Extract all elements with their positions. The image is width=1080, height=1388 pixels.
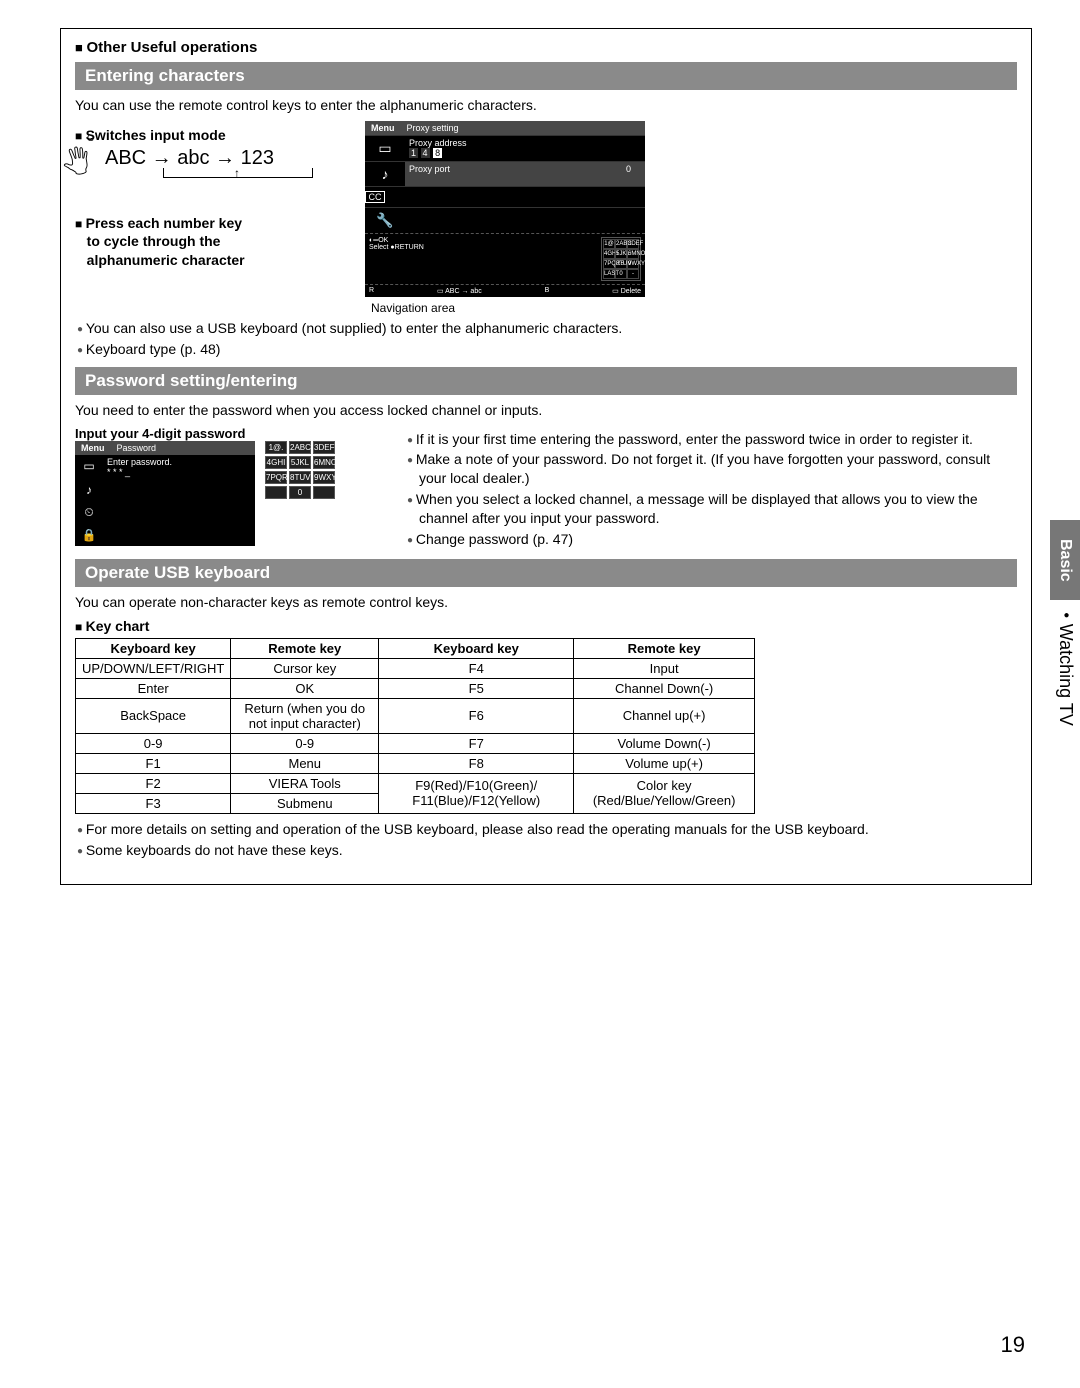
numkeys-grid: 1@.2ABC3DEF 4GHI5JKL6MNO 7PQRS8TUV9WXYZ … <box>265 441 335 499</box>
pw-menu: Menu <box>75 441 111 455</box>
section-entering-characters: Entering characters <box>75 62 1017 90</box>
ops-heading: Other Useful operations <box>75 39 1017 56</box>
proxy-port-label: Proxy port <box>409 164 450 174</box>
note: Change password (p. 47) <box>407 530 1017 549</box>
cc-icon: CC <box>365 191 385 203</box>
section3-intro: You can operate non-character keys as re… <box>75 593 1017 612</box>
music-icon: ♪ <box>365 162 405 186</box>
return-hint: ●RETURN <box>390 244 423 251</box>
tv-title: Proxy setting <box>401 121 646 135</box>
note: For more details on setting and operatio… <box>77 820 1017 839</box>
note: You can also use a USB keyboard (not sup… <box>77 319 1017 338</box>
ok-hint: ◐═OK <box>369 237 388 244</box>
tv-icon: ▭ <box>75 455 103 479</box>
th: Keyboard key <box>379 638 574 658</box>
section3-notes: For more details on setting and operatio… <box>75 820 1017 860</box>
proxy-address-label: Proxy address <box>409 138 641 148</box>
press-heading: Press each number key to cycle through t… <box>75 214 335 269</box>
section-password: Password setting/entering <box>75 367 1017 395</box>
pw-msg: Enter password. <box>107 457 251 467</box>
mode-text: ABC → abc → 123 <box>105 147 274 169</box>
th: Remote key <box>231 638 379 658</box>
pw-dots: * * * _ <box>107 467 251 477</box>
note: If it is your first time entering the pa… <box>407 430 1017 449</box>
addr-d1: 1 <box>409 148 418 158</box>
keychart-heading: Key chart <box>75 618 1017 634</box>
proxy-port-value: 0 <box>626 164 641 174</box>
th: Keyboard key <box>76 638 231 658</box>
password-tv-screen: Menu Password ▭ Enter password. * * * _ … <box>75 441 255 546</box>
nav-caption: Navigation area <box>365 301 645 315</box>
page-frame: Other Useful operations Entering charact… <box>60 28 1032 885</box>
b-key: B <box>545 287 550 295</box>
addr-d2: 4 <box>421 148 430 158</box>
note: Some keyboards do not have these keys. <box>77 841 1017 860</box>
page-number: 19 <box>1001 1332 1025 1358</box>
side-watching-tv: Watching TV <box>1055 610 1076 726</box>
key-chart-table: Keyboard key Remote key Keyboard key Rem… <box>75 638 755 814</box>
g-key: ▭ ABC → abc <box>437 287 482 295</box>
section1-notes: You can also use a USB keyboard (not sup… <box>75 319 1017 359</box>
switches-heading: Switches input mode <box>75 127 335 143</box>
proxy-tv-screen: Menu Proxy setting ▭ Proxy address 1 4 8… <box>365 121 645 297</box>
note: Make a note of your password. Do not for… <box>407 450 1017 488</box>
number-pad-icon: 1@2ABC3DEF 4GHI5JKL6MNO 7PQRS8TUV9WXYZ L… <box>601 237 641 281</box>
y-delete: ▭ Delete <box>612 287 641 295</box>
th: Remote key <box>574 638 755 658</box>
addr-cursor: 8 <box>433 148 442 158</box>
section1-intro: You can use the remote control keys to e… <box>75 96 1017 115</box>
wrench-icon: 🔧 <box>365 208 405 233</box>
pw-title: Password <box>111 441 256 455</box>
g-tag: G <box>87 133 94 143</box>
section-usb-keyboard: Operate USB keyboard <box>75 559 1017 587</box>
note: When you select a locked channel, a mess… <box>407 490 1017 528</box>
remote-hand-icon: 🖑 <box>59 143 94 191</box>
select-hint: Select <box>369 244 388 251</box>
side-tab-basic: Basic <box>1050 520 1080 600</box>
lock-icon: 🔒 <box>75 524 103 546</box>
music-icon: ♪ <box>75 479 103 501</box>
section2-intro: You need to enter the password when you … <box>75 401 1017 420</box>
tv-menu-tab: Menu <box>365 121 401 135</box>
section2-notes: If it is your first time entering the pa… <box>405 430 1017 549</box>
screen-icon: ▭ <box>365 136 405 161</box>
note: Keyboard type (p. 48) <box>77 340 1017 359</box>
input-pw-heading: Input your 4-digit password <box>75 426 375 441</box>
timer-icon: ⏲ <box>75 501 103 524</box>
mode-cycle: G 🖑 ABC → abc → 123 ↑ <box>75 147 335 178</box>
r-key: R <box>369 287 374 295</box>
